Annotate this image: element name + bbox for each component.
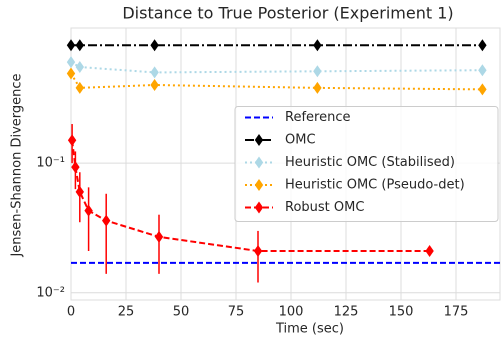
- marker: [150, 78, 159, 91]
- legend-marker: [254, 179, 264, 191]
- marker: [102, 214, 111, 227]
- marker: [154, 230, 164, 243]
- x-tick-label: 175: [444, 305, 469, 320]
- x-tick-label: 25: [118, 305, 135, 320]
- marker: [478, 83, 487, 96]
- marker: [253, 245, 263, 258]
- y-axis-label: Jensen-Shannon Divergence: [10, 73, 25, 257]
- marker: [66, 67, 76, 80]
- series: [67, 124, 434, 283]
- marker: [150, 39, 159, 52]
- legend-label: Robust OMC: [285, 200, 364, 215]
- marker: [313, 81, 322, 94]
- marker: [75, 39, 84, 52]
- x-tick-label: 0: [67, 305, 75, 320]
- marker: [313, 65, 322, 78]
- plot-frame: [70, 27, 501, 301]
- legend-label: OMC: [285, 133, 316, 148]
- marker: [75, 61, 84, 74]
- series-line: [70, 73, 483, 91]
- chart-title: Distance to True Posterior (Experiment 1…: [122, 4, 453, 23]
- marker: [66, 39, 76, 52]
- marker: [478, 39, 487, 52]
- marker: [75, 185, 84, 198]
- legend: Reference OMC Heuristic OMC (Stabilised) He…: [234, 106, 499, 222]
- marker: [478, 64, 487, 77]
- y-tick-label: 10⁻²: [36, 285, 65, 300]
- marker: [75, 81, 84, 94]
- x-tick-label: 100: [279, 305, 304, 320]
- marker: [84, 204, 93, 217]
- marker: [425, 245, 434, 258]
- marker: [66, 56, 76, 69]
- legend-marker: [254, 134, 264, 146]
- x-axis-label: Time (sec): [275, 322, 344, 337]
- marker: [71, 161, 80, 174]
- legend-label: Heuristic OMC (Stabilised): [285, 155, 455, 170]
- series: [66, 67, 487, 96]
- legend-marker: [254, 201, 264, 214]
- marker: [313, 39, 322, 52]
- x-tick-label: 150: [389, 305, 414, 320]
- x-tick-label: 75: [228, 305, 245, 320]
- series: [66, 56, 487, 79]
- legend-label: Heuristic OMC (Pseudo-det): [285, 178, 465, 193]
- marker: [150, 66, 159, 79]
- y-tick-label: 10⁻¹: [36, 156, 65, 171]
- legend-label: Reference: [285, 110, 350, 125]
- x-tick-label: 125: [334, 305, 359, 320]
- x-tick-label: 50: [173, 305, 190, 320]
- series-line: [70, 61, 483, 74]
- series: [66, 39, 487, 52]
- marker: [67, 134, 77, 147]
- legend-marker: [254, 156, 264, 169]
- legend-box: [234, 106, 499, 222]
